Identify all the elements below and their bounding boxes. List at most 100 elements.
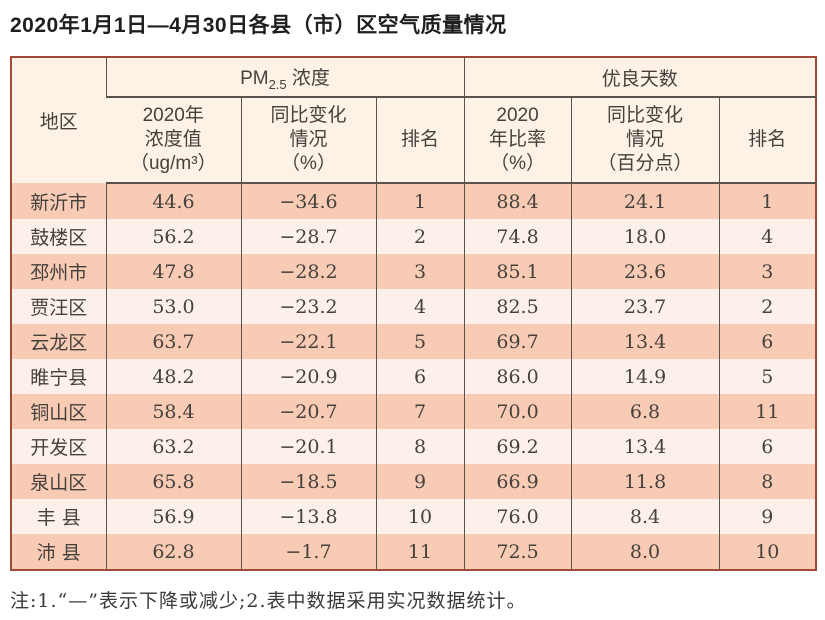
- cell-days-change: 23.6: [570, 254, 720, 290]
- subheader-row: 2020年 浓度值 （ug/m³） 同比变化 情况 （%） 排名 2020 年比…: [11, 97, 817, 185]
- cell-pm-change: −34.6: [240, 183, 376, 220]
- group-header-good-days: 优良天数: [463, 57, 817, 99]
- table-row: 邳州市 47.8 −28.2 3 85.1 23.6 3: [11, 254, 817, 290]
- table-row: 贾汪区 53.0 −23.2 4 82.5 23.7 2: [11, 289, 817, 325]
- cell-pm-change: −20.7: [240, 394, 376, 430]
- cell-pm-change: −1.7: [240, 534, 376, 571]
- cell-pm-change: −20.1: [240, 429, 376, 465]
- cell-days-change: 24.1: [570, 183, 720, 220]
- column-header-days-change: 同比变化 情况 （百分点）: [570, 97, 720, 185]
- cell-pm-rank: 10: [375, 499, 465, 535]
- cell-pm-change: −18.5: [240, 464, 376, 500]
- cell-days-rate: 74.8: [463, 219, 572, 255]
- cell-pm-rank: 5: [375, 324, 465, 360]
- column-header-days-rate: 2020 年比率 （%）: [463, 97, 572, 185]
- cell-pm-value: 48.2: [105, 359, 241, 395]
- cell-days-rank: 9: [718, 499, 817, 535]
- table-row: 丰 县 56.9 −13.8 10 76.0 8.4 9: [11, 499, 817, 535]
- pm25-label-prefix: PM: [240, 67, 269, 89]
- cell-days-rate: 82.5: [463, 289, 572, 325]
- cell-days-rank: 2: [718, 289, 817, 325]
- cell-days-rate: 69.7: [463, 324, 572, 360]
- cell-pm-change: −22.1: [240, 324, 376, 360]
- cell-days-change: 18.0: [570, 219, 720, 255]
- cell-pm-value: 65.8: [105, 464, 241, 500]
- cell-days-change: 11.8: [570, 464, 720, 500]
- cell-pm-rank: 2: [375, 219, 465, 255]
- cell-days-rate: 70.0: [463, 394, 572, 430]
- cell-pm-rank: 6: [375, 359, 465, 395]
- cell-region: 新沂市: [11, 183, 106, 220]
- column-header-pm-rank: 排名: [375, 97, 465, 185]
- cell-region: 贾汪区: [11, 289, 106, 325]
- cell-pm-rank: 11: [375, 534, 465, 571]
- cell-pm-value: 56.9: [105, 499, 241, 535]
- table-row: 开发区 63.2 −20.1 8 69.2 13.4 6: [11, 429, 817, 465]
- cell-pm-change: −28.7: [240, 219, 376, 255]
- table-row: 云龙区 63.7 −22.1 5 69.7 13.4 6: [11, 324, 817, 360]
- column-header-pm-value: 2020年 浓度值 （ug/m³）: [106, 97, 241, 185]
- column-header-region: 地区: [11, 57, 106, 184]
- cell-days-rate: 66.9: [463, 464, 572, 500]
- cell-pm-rank: 7: [375, 394, 465, 430]
- cell-days-change: 6.8: [570, 394, 720, 430]
- air-quality-table: 地区 PM2.5 浓度 优良天数 2020年 浓度值 （ug/m³） 同比变化 …: [10, 56, 818, 572]
- page-title: 2020年1月1日—4月30日各县（市）区空气质量情况: [10, 14, 507, 37]
- cell-days-rate: 72.5: [463, 534, 572, 571]
- cell-region: 云龙区: [11, 324, 106, 360]
- cell-pm-change: −28.2: [240, 254, 376, 290]
- pm25-label-subscript: 2.5: [268, 76, 287, 92]
- cell-region: 鼓楼区: [11, 219, 106, 255]
- table-header: 地区 PM2.5 浓度 优良天数 2020年 浓度值 （ug/m³） 同比变化 …: [11, 57, 817, 185]
- cell-days-rank: 3: [718, 254, 817, 290]
- cell-pm-value: 63.7: [105, 324, 241, 360]
- cell-days-change: 23.7: [570, 289, 720, 325]
- cell-days-rate: 69.2: [463, 429, 572, 465]
- cell-days-rank: 8: [718, 464, 817, 500]
- cell-pm-change: −20.9: [240, 359, 376, 395]
- cell-pm-rank: 3: [375, 254, 465, 290]
- footnote: 注:1.“—”表示下降或减少;2.表中数据采用实况数据统计。: [10, 590, 527, 613]
- table-row: 铜山区 58.4 −20.7 7 70.0 6.8 11: [11, 394, 817, 430]
- cell-days-rank: 11: [718, 394, 817, 430]
- cell-region: 邳州市: [11, 254, 106, 290]
- cell-region: 铜山区: [11, 394, 106, 430]
- cell-pm-rank: 9: [375, 464, 465, 500]
- cell-pm-change: −23.2: [240, 289, 376, 325]
- cell-days-change: 8.0: [570, 534, 720, 571]
- column-header-pm-change: 同比变化 情况 （%）: [240, 97, 376, 185]
- cell-region: 泉山区: [11, 464, 106, 500]
- table-row: 新沂市 44.6 −34.6 1 88.4 24.1 1: [11, 183, 817, 220]
- cell-days-rate: 86.0: [463, 359, 572, 395]
- pm25-label-suffix: 浓度: [286, 67, 330, 89]
- cell-days-change: 13.4: [570, 429, 720, 465]
- cell-region: 丰 县: [11, 499, 106, 535]
- table-body: 新沂市 44.6 −34.6 1 88.4 24.1 1 鼓楼区 56.2 −2…: [11, 183, 817, 571]
- column-header-days-rank: 排名: [718, 97, 817, 185]
- cell-days-change: 13.4: [570, 324, 720, 360]
- cell-region: 沛 县: [11, 534, 106, 571]
- cell-pm-change: −13.8: [240, 499, 376, 535]
- cell-pm-value: 53.0: [105, 289, 241, 325]
- cell-days-rank: 10: [718, 534, 817, 571]
- cell-days-rate: 88.4: [463, 183, 572, 220]
- table-row: 沛 县 62.8 −1.7 11 72.5 8.0 10: [11, 534, 817, 571]
- cell-pm-rank: 8: [375, 429, 465, 465]
- group-header-pm25: PM2.5 浓度: [105, 57, 465, 99]
- table-row: 泉山区 65.8 −18.5 9 66.9 11.8 8: [11, 464, 817, 500]
- cell-days-rank: 1: [718, 183, 817, 220]
- cell-pm-value: 63.2: [105, 429, 241, 465]
- cell-pm-value: 56.2: [105, 219, 241, 255]
- cell-days-rank: 4: [718, 219, 817, 255]
- cell-days-rank: 5: [718, 359, 817, 395]
- cell-pm-value: 47.8: [105, 254, 241, 290]
- cell-days-rate: 76.0: [463, 499, 572, 535]
- table-row: 鼓楼区 56.2 −28.7 2 74.8 18.0 4: [11, 219, 817, 255]
- table-row: 睢宁县 48.2 −20.9 6 86.0 14.9 5: [11, 359, 817, 395]
- cell-pm-value: 58.4: [105, 394, 241, 430]
- cell-region: 睢宁县: [11, 359, 106, 395]
- cell-days-rank: 6: [718, 324, 817, 360]
- cell-days-change: 8.4: [570, 499, 720, 535]
- cell-days-rank: 6: [718, 429, 817, 465]
